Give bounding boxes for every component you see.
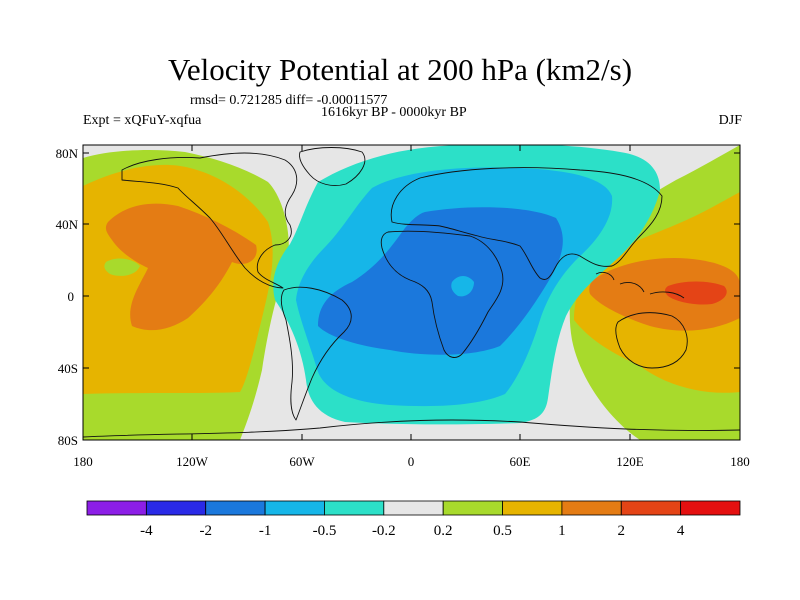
- colorbar-label: 0.2: [434, 523, 453, 539]
- colorbar-swatch: [324, 500, 385, 516]
- colorbar-swatch: [264, 500, 325, 516]
- central-negative-pocket: [451, 276, 474, 297]
- season-label: DJF: [718, 113, 742, 128]
- y-tick-label: 0: [68, 289, 75, 304]
- x-tick-labels: 180 120W 60W 0 60E 120E 180: [73, 454, 750, 469]
- x-tick-label: 60E: [510, 454, 531, 469]
- greenland-coast: [299, 147, 366, 186]
- y-tick-label: 80N: [56, 146, 79, 161]
- colorbar-swatch: [86, 500, 147, 516]
- x-tick-label: 60W: [289, 454, 315, 469]
- chart-title: Velocity Potential at 200 hPa (km2/s): [167, 52, 633, 87]
- colorbar-swatch: [561, 500, 622, 516]
- colorbar-label: 2: [618, 523, 626, 539]
- maritime-islands-coast: [595, 271, 685, 299]
- central-negative-level3: [318, 207, 563, 355]
- y-tick-label: 40S: [58, 361, 78, 376]
- x-tick-label: 120W: [176, 454, 209, 469]
- maritime-positive-level4: [665, 281, 727, 305]
- colorbar-label: -0.2: [372, 523, 396, 539]
- x-tick-label: 180: [730, 454, 750, 469]
- colorbar-swatch: [620, 500, 682, 516]
- australia-coast: [615, 312, 688, 369]
- antarctica-coast: [83, 419, 740, 438]
- colorbar-label: -0.5: [313, 523, 337, 539]
- colorbar-label: -4: [140, 523, 153, 539]
- eurasia-coast: [390, 167, 663, 280]
- colorbar-swatch: [145, 500, 207, 516]
- x-tick-label: 0: [408, 454, 415, 469]
- maritime-positive-level3: [589, 258, 740, 331]
- coastlines: [83, 147, 740, 438]
- stats-line: rmsd= 0.721285 diff= -0.00011577: [190, 93, 388, 108]
- colorbar-label: 4: [677, 523, 685, 539]
- south-america-coast: [280, 286, 352, 421]
- colorbar-swatch: [442, 500, 503, 516]
- y-tick-label: 40N: [56, 217, 79, 232]
- colorbar-label: 1: [558, 523, 566, 539]
- colorbar-swatch: [205, 500, 266, 516]
- colorbar-label: 0.5: [493, 523, 512, 539]
- africa-coast: [380, 230, 504, 358]
- y-tick-labels: 80N 40N 0 40S 80S: [56, 146, 79, 448]
- colorbar: -4 -2 -1 -0.5 -0.2 0.2 0.5 1 2 4: [86, 500, 741, 539]
- colorbar-swatch: [502, 500, 563, 516]
- colorbar-swatch: [383, 500, 444, 516]
- north-america-coast: [121, 152, 298, 289]
- colorbar-label: -2: [199, 523, 212, 539]
- colorbar-swatch: [680, 500, 741, 516]
- y-tick-label: 80S: [58, 433, 78, 448]
- experiment-label: Expt = xQFuY-xqfua: [83, 113, 202, 128]
- x-tick-label: 120E: [616, 454, 644, 469]
- colorbar-label: -1: [259, 523, 272, 539]
- map-field: [83, 145, 740, 440]
- pacific-positive-level3: [105, 203, 257, 331]
- pacific-positive-pocket: [104, 258, 140, 276]
- period-line: 1616kyr BP - 0000kyr BP: [321, 105, 467, 120]
- x-axis-ticks: [82, 145, 741, 440]
- y-axis-ticks: [83, 152, 740, 441]
- x-tick-label: 180: [73, 454, 93, 469]
